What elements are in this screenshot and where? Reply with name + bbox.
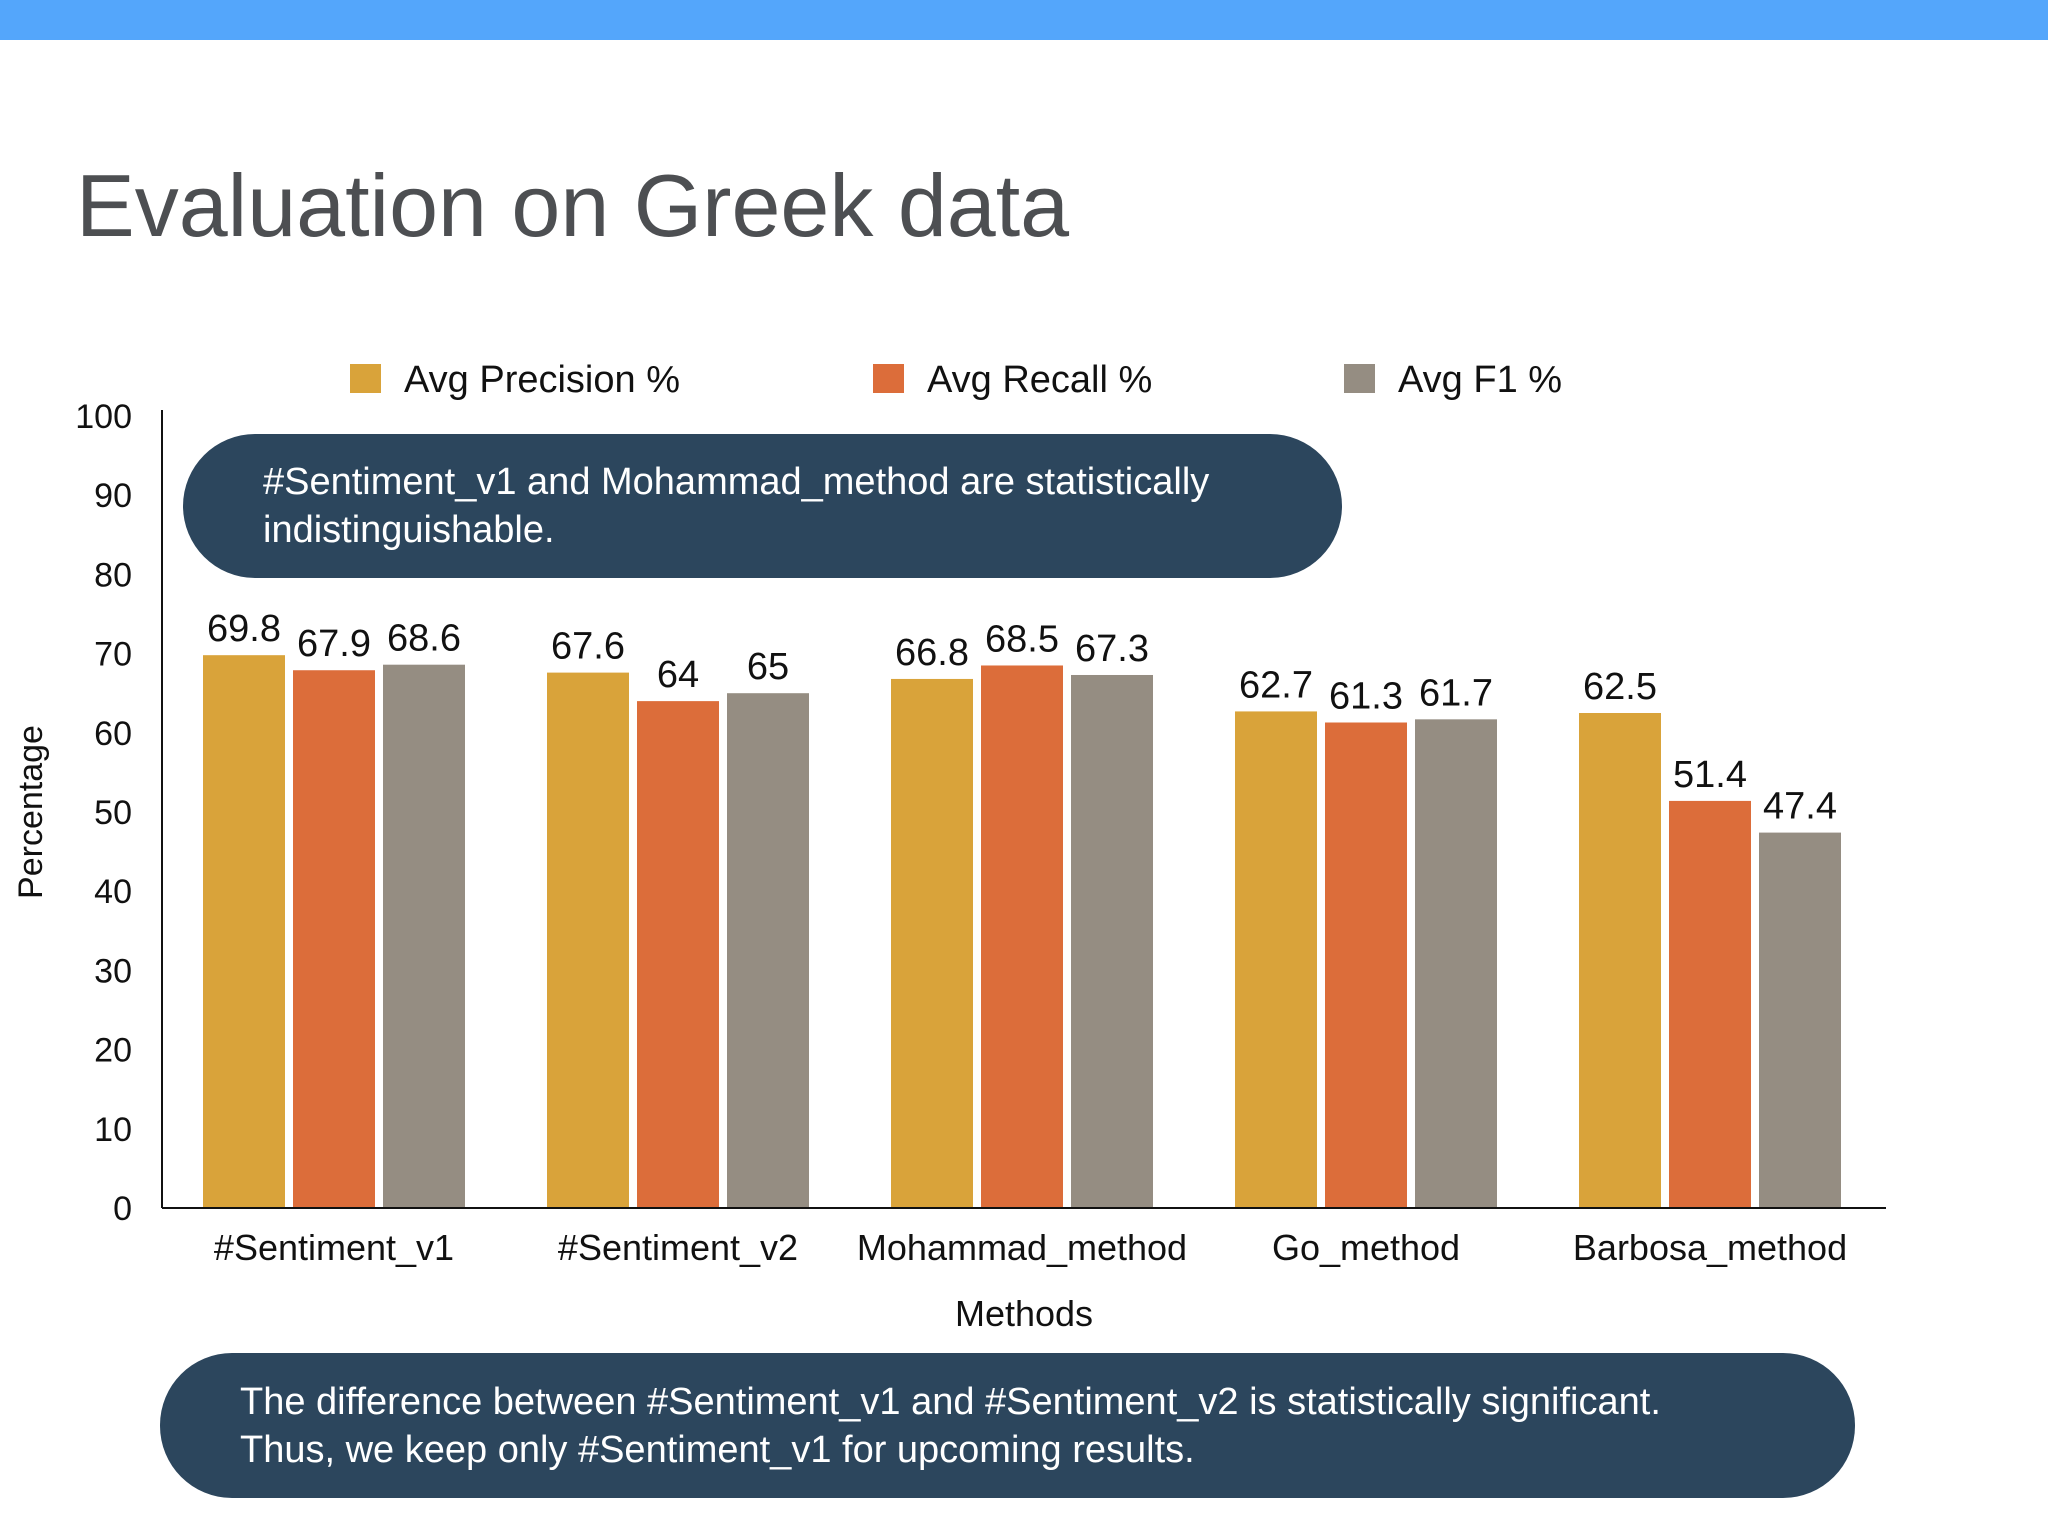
y-tick-label-6: 60 bbox=[94, 715, 132, 753]
legend-swatch-1 bbox=[873, 364, 904, 393]
y-tick-label-7: 70 bbox=[94, 636, 132, 674]
callout-bottom-line-1: The difference between #Sentiment_v1 and… bbox=[240, 1380, 1661, 1423]
y-axis-title: Percentage bbox=[12, 725, 50, 899]
bar-1-0 bbox=[547, 672, 629, 1208]
bar-1-2 bbox=[727, 693, 809, 1208]
callout-top-line-2: indistinguishable. bbox=[263, 509, 555, 551]
y-tick-label-0: 0 bbox=[113, 1190, 132, 1228]
y-tick-label-2: 20 bbox=[94, 1032, 132, 1070]
legend-swatch-0 bbox=[350, 364, 381, 393]
x-tick-label-0: #Sentiment_v1 bbox=[214, 1227, 454, 1268]
legend-swatch-2 bbox=[1344, 364, 1375, 393]
callout-bottom: The difference between #Sentiment_v1 and… bbox=[160, 1353, 1855, 1498]
y-tick-label-8: 80 bbox=[94, 556, 132, 594]
callout-top-line-1: #Sentiment_v1 and Mohammad_method are st… bbox=[263, 461, 1210, 503]
bar-value-label-1-0: 67.6 bbox=[551, 626, 625, 668]
bar-2-0 bbox=[891, 678, 973, 1208]
legend-label-2: Avg F1 % bbox=[1398, 359, 1562, 401]
bar-value-label-0-1: 67.9 bbox=[297, 623, 371, 665]
bar-4-0 bbox=[1579, 713, 1661, 1208]
y-tick-label-3: 30 bbox=[94, 952, 132, 990]
bar-value-label-3-0: 62.7 bbox=[1239, 664, 1313, 706]
legend-label-0: Avg Precision % bbox=[404, 359, 680, 401]
x-axis-title: Methods bbox=[955, 1293, 1093, 1334]
bar-value-label-3-2: 61.7 bbox=[1419, 672, 1493, 714]
slide-title: Evaluation on Greek data bbox=[76, 156, 1070, 255]
x-tick-label-3: Go_method bbox=[1272, 1227, 1460, 1268]
bar-value-label-1-1: 64 bbox=[657, 654, 699, 696]
bar-value-label-2-2: 67.3 bbox=[1075, 628, 1149, 670]
x-tick-label-4: Barbosa_method bbox=[1573, 1227, 1847, 1268]
y-tick-label-10: 100 bbox=[75, 398, 132, 436]
bar-2-2 bbox=[1071, 674, 1153, 1208]
legend-label-1: Avg Recall % bbox=[927, 359, 1152, 401]
bar-1-1 bbox=[637, 701, 719, 1208]
x-tick-label-2: Mohammad_method bbox=[857, 1227, 1187, 1268]
y-tick-label-5: 50 bbox=[94, 794, 132, 832]
bar-0-1 bbox=[293, 670, 375, 1208]
bar-value-label-2-0: 66.8 bbox=[895, 632, 969, 674]
y-tick-label-9: 90 bbox=[94, 477, 132, 515]
bar-4-2 bbox=[1759, 832, 1841, 1208]
bar-0-0 bbox=[203, 655, 285, 1208]
y-tick-label-1: 10 bbox=[94, 1111, 132, 1149]
x-tick-label-1: #Sentiment_v2 bbox=[558, 1227, 798, 1268]
bar-value-label-0-0: 69.8 bbox=[207, 608, 281, 650]
bar-value-label-4-0: 62.5 bbox=[1583, 666, 1657, 708]
bar-value-label-4-1: 51.4 bbox=[1673, 754, 1747, 796]
bar-2-1 bbox=[981, 665, 1063, 1208]
bar-value-label-3-1: 61.3 bbox=[1329, 676, 1403, 718]
bar-value-label-1-2: 65 bbox=[747, 646, 789, 688]
callout-bottom-line-2: Thus, we keep only #Sentiment_v1 for upc… bbox=[240, 1428, 1195, 1471]
bar-3-1 bbox=[1325, 722, 1407, 1208]
bar-3-0 bbox=[1235, 711, 1317, 1208]
bar-value-label-2-1: 68.5 bbox=[985, 618, 1059, 660]
y-tick-label-4: 40 bbox=[94, 873, 132, 911]
bar-value-label-4-2: 47.4 bbox=[1763, 786, 1837, 828]
top-accent-bar bbox=[0, 0, 2048, 40]
bar-3-2 bbox=[1415, 719, 1497, 1208]
bar-4-1 bbox=[1669, 800, 1751, 1208]
bar-0-2 bbox=[383, 664, 465, 1208]
bar-value-label-0-2: 68.6 bbox=[387, 618, 461, 660]
callout-top: #Sentiment_v1 and Mohammad_method are st… bbox=[183, 434, 1342, 578]
